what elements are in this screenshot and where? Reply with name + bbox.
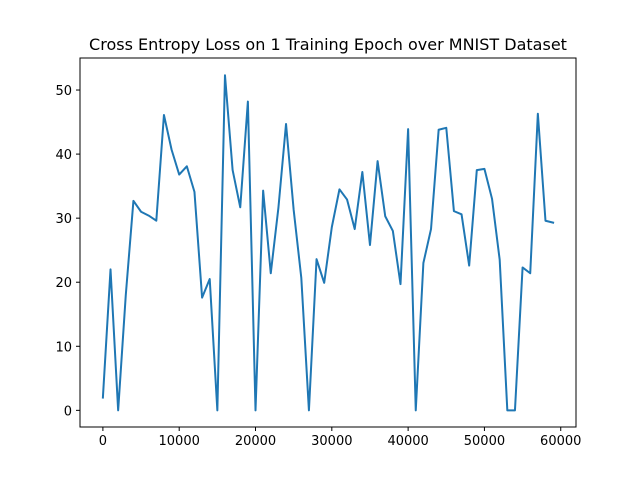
x-tick-label: 50000 <box>464 434 505 449</box>
y-tick-label: 30 <box>55 212 72 227</box>
series-line <box>101 74 555 412</box>
x-tick-label: 0 <box>99 434 107 449</box>
y-tick-label: 20 <box>55 276 72 291</box>
axes-frame <box>79 57 577 428</box>
y-tick-label: 0 <box>64 404 72 419</box>
x-tick-label: 30000 <box>311 434 352 449</box>
plot-area: 0 10000 20000 30000 40000 50000 60000 0 10 20 30 40… <box>55 57 581 449</box>
x-tick-label: 40000 <box>387 434 428 449</box>
chart-title: Cross Entropy Loss on 1 Training Epoch o… <box>89 35 567 54</box>
y-tick-label: 40 <box>55 148 72 163</box>
y-tick-label: 50 <box>55 84 72 99</box>
y-tick-label: 10 <box>55 340 72 355</box>
x-tick-label: 60000 <box>540 434 581 449</box>
x-tick-label: 10000 <box>159 434 200 449</box>
x-tick-label: 20000 <box>235 434 276 449</box>
